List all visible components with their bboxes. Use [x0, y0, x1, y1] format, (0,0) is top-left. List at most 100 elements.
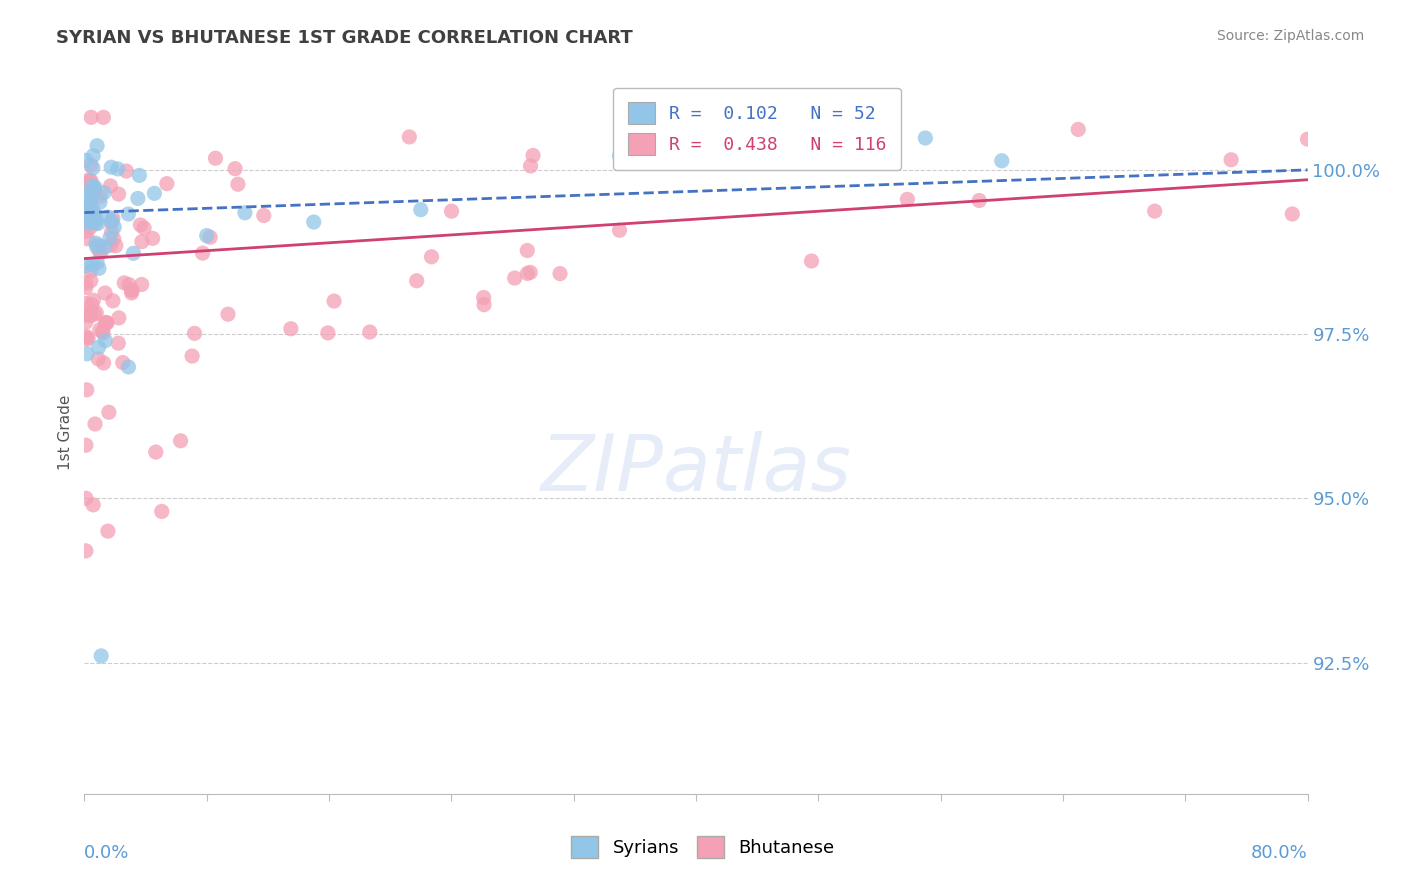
Point	[101, 214, 124, 228]
Point	[217, 307, 239, 321]
Point	[75, 315, 97, 329]
Point	[84, 417, 107, 431]
Point	[516, 267, 538, 281]
Point	[89, 195, 111, 210]
Point	[233, 206, 256, 220]
Point	[82, 178, 104, 193]
Point	[82, 498, 104, 512]
Point	[77, 214, 100, 228]
Point	[127, 191, 149, 205]
Point	[84, 214, 107, 228]
Point	[96, 316, 118, 330]
Point	[84, 211, 107, 225]
Y-axis label: 1st Grade: 1st Grade	[58, 395, 73, 470]
Point	[89, 189, 111, 203]
Point	[87, 351, 110, 366]
Point	[1296, 132, 1319, 146]
Point	[1281, 207, 1303, 221]
Point	[84, 213, 107, 227]
Point	[122, 246, 145, 260]
Point	[79, 184, 101, 198]
Point	[132, 221, 155, 235]
Point	[111, 355, 134, 369]
Point	[129, 218, 152, 232]
Point	[609, 223, 631, 237]
Point	[75, 277, 97, 291]
Point	[503, 271, 526, 285]
Point	[76, 383, 98, 397]
Point	[800, 254, 823, 268]
Point	[100, 225, 122, 239]
Point	[75, 296, 97, 310]
Point	[522, 148, 544, 162]
Point	[93, 111, 115, 125]
Point	[112, 276, 135, 290]
Legend: Syrians, Bhutanese: Syrians, Bhutanese	[564, 829, 842, 865]
Point	[75, 153, 97, 168]
Point	[80, 211, 103, 226]
Point	[101, 293, 124, 308]
Point	[94, 316, 117, 330]
Point	[75, 308, 97, 322]
Point	[107, 336, 129, 351]
Point	[181, 349, 204, 363]
Point	[80, 174, 103, 188]
Point	[472, 291, 495, 305]
Point	[323, 294, 346, 309]
Point	[89, 323, 111, 337]
Point	[76, 232, 98, 246]
Point	[104, 238, 127, 252]
Point	[91, 325, 114, 339]
Point	[131, 235, 153, 249]
Point	[409, 202, 432, 217]
Point	[75, 544, 97, 558]
Point	[79, 202, 101, 217]
Point	[398, 130, 420, 145]
Point	[121, 284, 143, 298]
Point	[79, 307, 101, 321]
Point	[79, 264, 101, 278]
Point	[87, 238, 110, 252]
Point	[121, 283, 143, 297]
Point	[548, 267, 571, 281]
Point	[1220, 153, 1243, 167]
Point	[79, 194, 101, 208]
Point	[76, 332, 98, 346]
Point	[253, 209, 276, 223]
Point	[77, 210, 100, 224]
Point	[75, 491, 97, 506]
Point	[226, 178, 249, 192]
Point	[107, 187, 129, 202]
Point	[405, 274, 427, 288]
Point	[100, 178, 122, 193]
Point	[75, 329, 97, 343]
Point	[420, 250, 443, 264]
Point	[198, 230, 221, 244]
Point	[316, 326, 339, 340]
Point	[142, 231, 165, 245]
Point	[967, 194, 990, 208]
Point	[101, 211, 124, 226]
Point	[76, 347, 98, 361]
Point	[150, 504, 173, 518]
Point	[86, 138, 108, 153]
Point	[80, 298, 103, 312]
Point	[91, 326, 114, 340]
Point	[195, 228, 218, 243]
Point	[75, 280, 97, 294]
Point	[914, 131, 936, 145]
Point	[82, 202, 104, 216]
Point	[143, 186, 166, 201]
Point	[84, 306, 107, 320]
Point	[80, 158, 103, 172]
Point	[98, 231, 121, 245]
Point	[896, 192, 918, 206]
Point	[82, 189, 104, 203]
Point	[224, 161, 246, 176]
Point	[103, 232, 125, 246]
Point	[97, 405, 120, 419]
Point	[94, 316, 117, 330]
Point	[117, 207, 139, 221]
Point	[97, 210, 120, 224]
Point	[79, 309, 101, 323]
